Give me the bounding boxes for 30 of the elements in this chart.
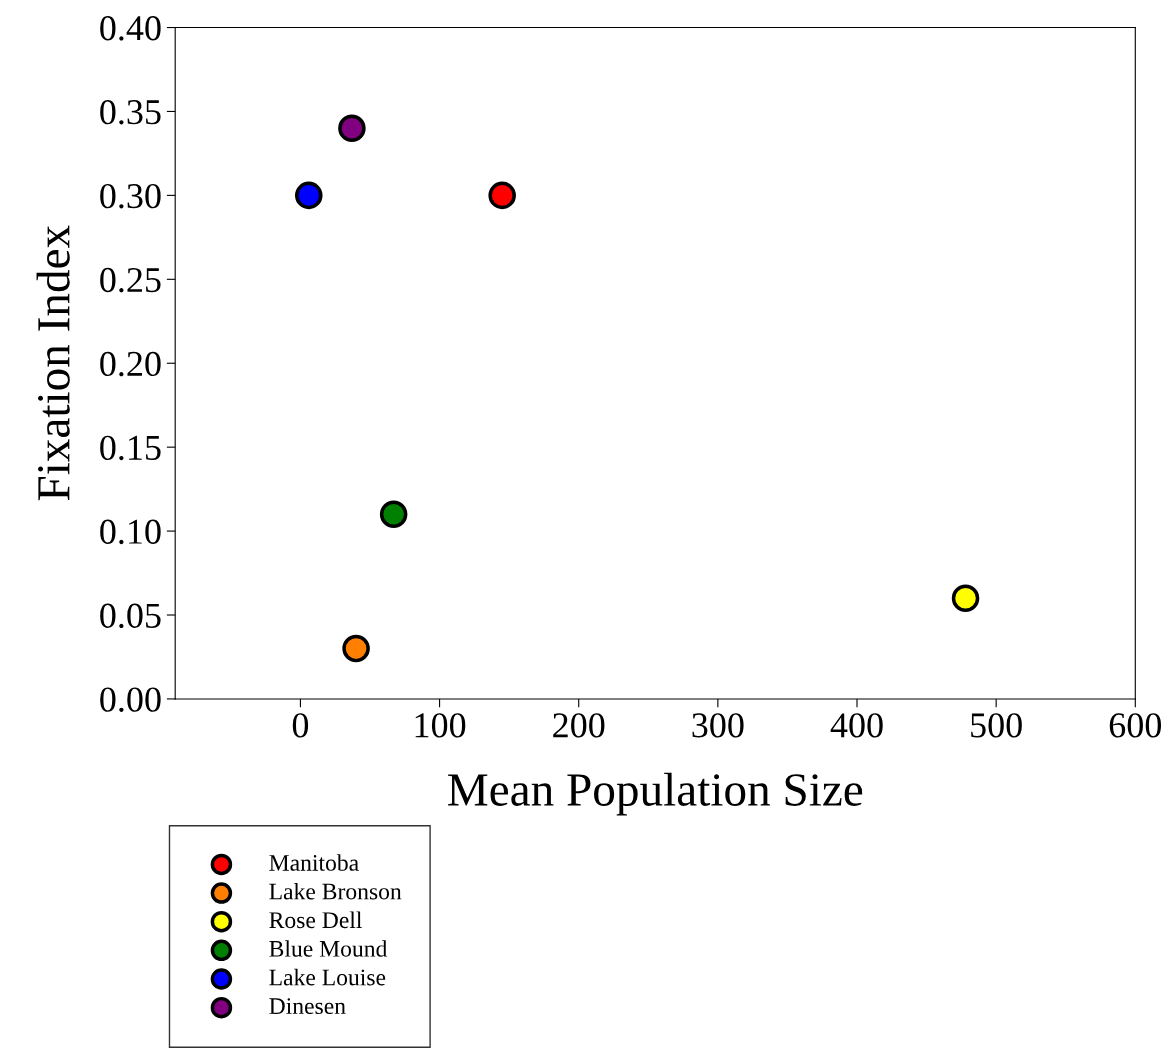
y-axis-title: Fixation Index [36,225,70,501]
y-tick-label: 0.05 [100,603,161,629]
point [951,584,980,612]
point [379,500,408,529]
legend-label: Lake Louise [269,968,386,986]
x-tick-label: 600 [1109,713,1161,738]
y-tick-label: 0.00 [100,687,161,712]
y-tick-label: 0.15 [100,435,161,461]
legend-label: Manitoba [269,854,359,871]
x-tick-label: 500 [971,713,1022,738]
legend-label: Rose Dell [269,911,362,929]
x-tick-label: 300 [692,713,744,738]
y-tick-label: 0.35 [100,99,161,125]
y-tick-label: 0.30 [100,183,161,209]
y-tick-label: 0.40 [100,16,161,41]
x-tick-label: 100 [415,713,466,738]
x-tick-label: 200 [553,713,605,738]
y-tick-label: 0.20 [100,351,161,377]
point [295,181,323,210]
x-axis-title: Mean Population Size [448,772,863,816]
x-tick-label: 0 [292,713,309,738]
y-tick-label: 0.10 [100,519,161,545]
legend-label: Blue Mound [269,940,388,957]
point [338,114,366,143]
point [342,634,370,663]
legend-label: Dinesen [269,998,346,1015]
point [488,181,516,210]
x-tick-label: 400 [830,713,883,738]
legend-label: Lake Bronson [269,882,402,900]
y-tick-label: 0.25 [100,267,161,293]
